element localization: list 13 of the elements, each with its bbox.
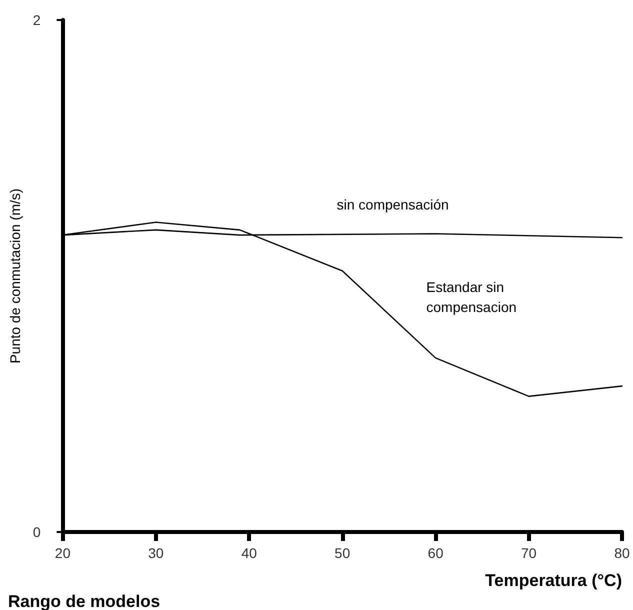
x-axis-title: Temperatura (°C) <box>485 571 622 590</box>
series-label: sin compensación <box>336 196 449 212</box>
x-tick-label: 70 <box>520 545 537 561</box>
y-tick-label: 2 <box>32 12 41 28</box>
x-tick-label: 40 <box>241 545 258 561</box>
x-tick-label: 60 <box>428 545 444 561</box>
y-axis-title: Punto de conmutacion (m/s) <box>7 188 23 364</box>
x-tick-label: 20 <box>54 545 71 561</box>
x-tick-label: 30 <box>148 545 164 561</box>
y-tick-label: 0 <box>32 524 41 540</box>
series-label: Estandar sin compensacion <box>426 279 517 316</box>
x-tick-label: 80 <box>614 545 630 561</box>
x-tick-label: 50 <box>334 545 350 561</box>
